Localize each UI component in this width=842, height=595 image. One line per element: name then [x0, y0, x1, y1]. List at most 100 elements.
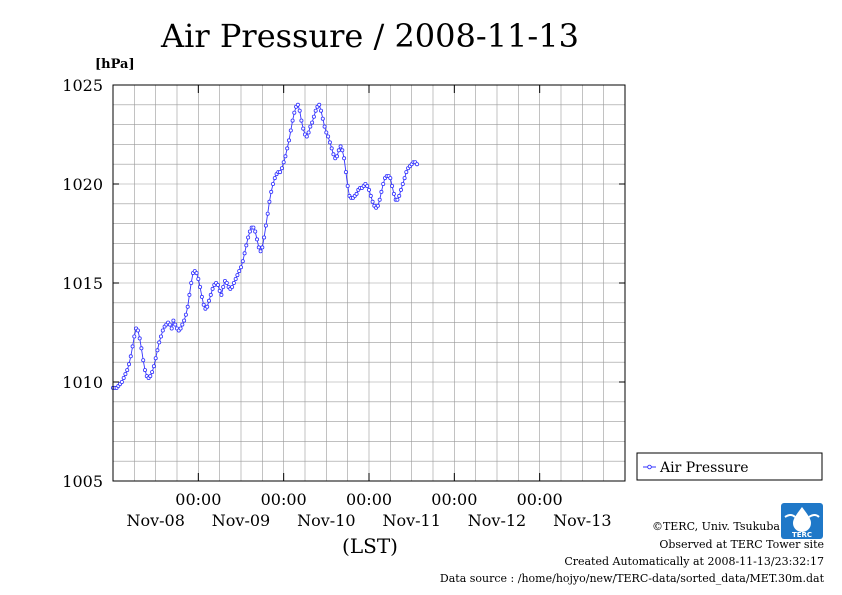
- data-point: [297, 108, 302, 113]
- x-tick-labels: 00:00 00:00 00:00 00:00 00:00 Nov-08 Nov-09 Nov…: [112, 85, 626, 530]
- y-tick-label: 1015: [62, 274, 103, 293]
- y-tick-label: 1005: [62, 472, 103, 491]
- data-point: [283, 154, 288, 159]
- data-point: [306, 130, 311, 135]
- data-point: [310, 120, 315, 125]
- data-point: [185, 304, 190, 309]
- data-point: [253, 229, 258, 234]
- data-point: [258, 249, 263, 254]
- credit-source: Data source : /home/hojyo/new/TERC-data/…: [439, 572, 824, 585]
- data-point: [311, 114, 316, 119]
- legend-marker-icon: [647, 464, 652, 470]
- data-point: [119, 379, 124, 384]
- data-point: [256, 245, 261, 250]
- x-axis-label: (LST): [342, 534, 398, 558]
- data-point: [272, 176, 277, 181]
- credit-org: ©TERC, Univ. Tsukuba: [651, 520, 780, 533]
- data-point: [178, 326, 183, 331]
- data-point: [254, 237, 259, 242]
- data-point: [318, 108, 323, 113]
- data-point: [128, 354, 133, 359]
- data-point: [196, 276, 201, 281]
- data-point: [381, 181, 386, 186]
- data-point: [263, 223, 268, 228]
- data-point: [388, 176, 393, 181]
- data-point: [171, 318, 176, 323]
- data-point: [132, 334, 137, 339]
- logo-text: TERC: [792, 531, 812, 539]
- data-point: [262, 235, 267, 240]
- y-tick-label: 1025: [62, 76, 103, 95]
- data-point: [375, 203, 380, 208]
- data-point: [205, 304, 210, 309]
- data-point: [127, 362, 132, 367]
- data-point: [368, 193, 373, 198]
- data-point: [281, 160, 286, 165]
- data-point: [137, 336, 142, 341]
- data-point: [215, 282, 220, 287]
- data-point: [334, 154, 339, 159]
- data-point: [219, 292, 224, 297]
- data-point: [295, 102, 300, 107]
- data-point: [158, 334, 163, 339]
- data-point: [244, 243, 249, 248]
- data-point: [331, 152, 336, 157]
- data-point: [183, 312, 188, 317]
- data-point: [345, 183, 350, 188]
- data-point: [224, 280, 229, 285]
- data-point: [326, 134, 331, 139]
- data-point: [270, 181, 275, 186]
- data-point: [288, 128, 293, 133]
- data-point: [157, 340, 162, 345]
- data-point: [182, 318, 187, 323]
- data-point: [121, 375, 126, 380]
- data-point: [150, 370, 155, 375]
- x-time-label: 00:00: [261, 490, 307, 509]
- data-point: [201, 302, 206, 307]
- data-point: [269, 189, 274, 194]
- data-point: [153, 356, 158, 361]
- data-point: [400, 181, 405, 186]
- data-point: [320, 116, 325, 121]
- x-time-label: 00:00: [431, 490, 477, 509]
- data-point: [251, 225, 256, 230]
- data-point: [340, 148, 345, 153]
- x-time-label: 00:00: [346, 490, 392, 509]
- data-point: [246, 235, 251, 240]
- data-point: [329, 146, 334, 151]
- data-point: [354, 191, 359, 196]
- data-point: [139, 346, 144, 351]
- data-point: [327, 140, 332, 145]
- data-point: [221, 284, 226, 289]
- data-point: [377, 197, 382, 202]
- data-point: [231, 280, 236, 285]
- data-point: [217, 288, 222, 293]
- data-point: [235, 273, 240, 278]
- data-point: [366, 187, 371, 192]
- data-point: [285, 146, 290, 151]
- data-point: [167, 322, 172, 327]
- data-point: [402, 176, 407, 181]
- data-point: [247, 229, 252, 234]
- data-point: [390, 183, 395, 188]
- data-point: [173, 322, 178, 327]
- data-point: [391, 191, 396, 196]
- data-point: [313, 108, 318, 113]
- x-time-label: 00:00: [175, 490, 221, 509]
- y-axis-label: [hPa]: [95, 57, 135, 72]
- x-date-label: Nov-12: [468, 511, 526, 530]
- y-tick-label: 1010: [62, 373, 103, 392]
- data-point: [237, 269, 242, 274]
- series-air-pressure: [111, 102, 419, 390]
- data-point: [260, 245, 265, 250]
- data-point: [304, 134, 309, 139]
- data-point: [194, 271, 199, 276]
- data-point: [279, 166, 284, 171]
- data-point: [160, 328, 165, 333]
- x-date-label: Nov-09: [212, 511, 270, 530]
- data-point: [142, 368, 147, 373]
- x-date-label: Nov-08: [126, 511, 184, 530]
- legend-label: Air Pressure: [659, 460, 749, 476]
- data-point: [123, 372, 128, 377]
